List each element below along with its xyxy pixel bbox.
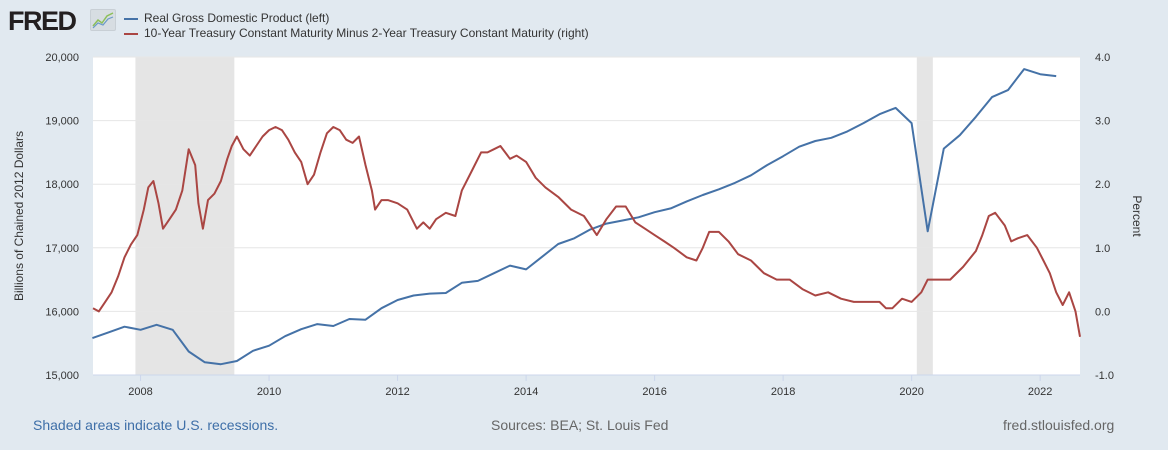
y-right-axis-label: Percent [1130, 195, 1144, 237]
y-right-tick-label: 1.0 [1095, 243, 1110, 255]
y-left-tick-label: 17,000 [45, 243, 79, 255]
recession-note[interactable]: Shaded areas indicate U.S. recessions. [33, 417, 279, 433]
x-tick-label: 2014 [514, 386, 538, 398]
y-left-tick-label: 16,000 [45, 306, 79, 318]
y-right-tick-label: 3.0 [1095, 116, 1110, 128]
series-line-spread [92, 126, 1081, 337]
x-tick-label: 2018 [771, 386, 795, 398]
y-left-axis-label: Billions of Chained 2012 Dollars [12, 131, 26, 301]
y-left-tick-label: 19,000 [45, 116, 79, 128]
chart-line-icon [90, 9, 116, 31]
legend-item-spread[interactable]: 10-Year Treasury Constant Maturity Minus… [124, 26, 589, 41]
y-right-tick-label: 0.0 [1095, 306, 1110, 318]
y-left-tick-label: 15,000 [45, 370, 79, 382]
series-line-gdp [92, 68, 1057, 366]
x-tick-label: 2010 [257, 386, 281, 398]
legend-swatch-gdp [124, 17, 138, 20]
y-right-tick-label: -1.0 [1095, 370, 1114, 382]
plot-background [93, 57, 1080, 375]
y-left-tick-label: 18,000 [45, 179, 79, 191]
legend-label-gdp: Real Gross Domestic Product (left) [144, 11, 330, 25]
x-tick-label: 2008 [128, 386, 152, 398]
x-tick-label: 2016 [642, 386, 666, 398]
legend-item-gdp[interactable]: Real Gross Domestic Product (left) [124, 11, 589, 26]
y-left-tick-label: 20,000 [45, 52, 79, 64]
recession-shading [135, 57, 235, 375]
sources-text: Sources: BEA; St. Louis Fed [491, 417, 669, 433]
fred-logo[interactable]: FRED [8, 6, 77, 36]
x-tick-label: 2022 [1028, 386, 1052, 398]
y-right-tick-label: 4.0 [1095, 52, 1110, 64]
x-tick-label: 2012 [385, 386, 409, 398]
x-tick-label: 2020 [899, 386, 923, 398]
legend-label-spread: 10-Year Treasury Constant Maturity Minus… [144, 26, 589, 40]
site-link[interactable]: fred.stlouisfed.org [1003, 417, 1115, 433]
chart-legend: Real Gross Domestic Product (left) 10-Ye… [124, 11, 589, 41]
legend-swatch-spread [124, 32, 138, 35]
y-right-tick-label: 2.0 [1095, 179, 1110, 191]
